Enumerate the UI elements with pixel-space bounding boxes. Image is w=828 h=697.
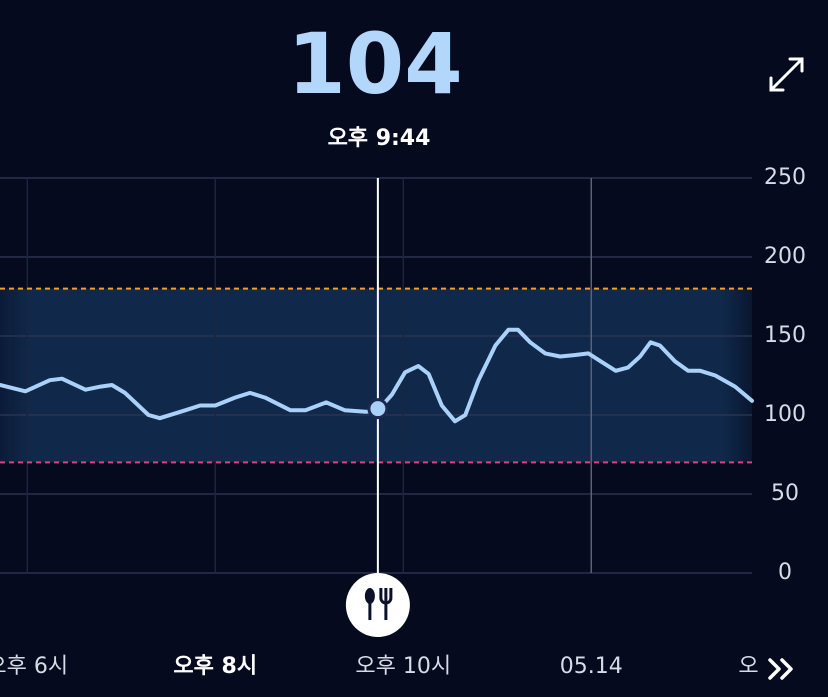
- expand-button[interactable]: [769, 57, 804, 92]
- target-band: [0, 288, 752, 463]
- y-tick-label: 100: [764, 402, 806, 427]
- next-button[interactable]: [768, 658, 793, 680]
- y-tick-label: 200: [764, 244, 806, 269]
- glucose-line: [0, 327, 754, 424]
- y-tick-label: 50: [771, 481, 799, 506]
- selected-value: 104: [287, 15, 462, 113]
- y-tick-label: 0: [778, 560, 792, 585]
- x-tick-label: 오후 6시: [0, 654, 68, 679]
- x-tick-label: 오전 2시: [738, 654, 820, 679]
- y-tick-label: 250: [764, 165, 806, 190]
- x-tick-label: 오후 10시: [355, 654, 451, 679]
- y-tick-label: 150: [764, 323, 806, 348]
- meal-marker[interactable]: [345, 573, 410, 637]
- selected-time: 오후 9:44: [328, 126, 431, 151]
- x-tick-label: 오후 8시: [173, 654, 257, 679]
- x-tick-label: 05.14: [560, 654, 623, 679]
- selected-point: [367, 398, 389, 420]
